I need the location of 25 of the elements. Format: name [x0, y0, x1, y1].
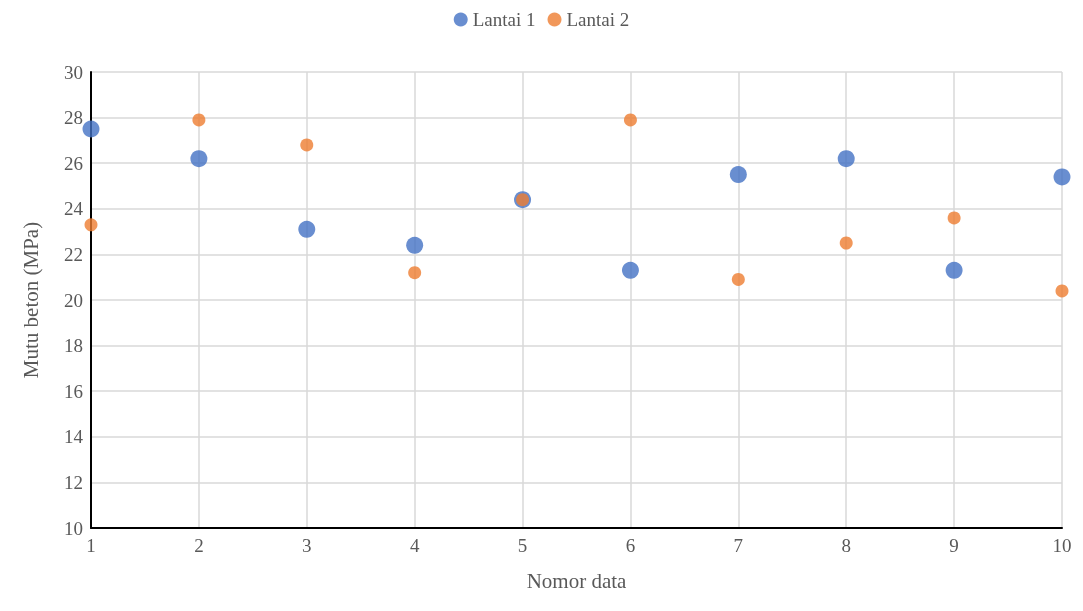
- legend-label: Lantai 1: [472, 9, 536, 30]
- y-tick-label: 26: [64, 152, 83, 174]
- x-tick-label: 10: [1052, 535, 1072, 556]
- y-tick-label: 14: [64, 426, 84, 448]
- y-axis-title: Mutu beton (MPa): [18, 221, 43, 379]
- x-tick-label: 4: [409, 535, 420, 556]
- x-tick-label: 6: [625, 535, 636, 556]
- y-tick-label: 20: [64, 289, 83, 311]
- y-tick-label: 18: [64, 335, 83, 357]
- y-tick-label: 30: [64, 61, 83, 83]
- x-tick-label: 3: [302, 535, 312, 556]
- y-tick-label: 10: [64, 517, 83, 539]
- x-tick-label: 8: [841, 535, 851, 556]
- y-tick-label: 28: [64, 107, 83, 129]
- x-axis-title: Nomor data: [526, 568, 628, 593]
- legend-label: Lantai 2: [566, 9, 630, 30]
- y-tick-label: 12: [64, 471, 83, 493]
- x-tick-label: 2: [194, 535, 204, 556]
- y-tick-label: 16: [64, 380, 83, 402]
- x-tick-label: 1: [86, 535, 96, 556]
- y-tick-label: 22: [64, 243, 83, 265]
- x-tick-label: 5: [517, 535, 528, 556]
- x-tick-label: 7: [733, 535, 744, 556]
- x-tick-label: 9: [949, 535, 959, 556]
- y-tick-label: 24: [64, 198, 84, 220]
